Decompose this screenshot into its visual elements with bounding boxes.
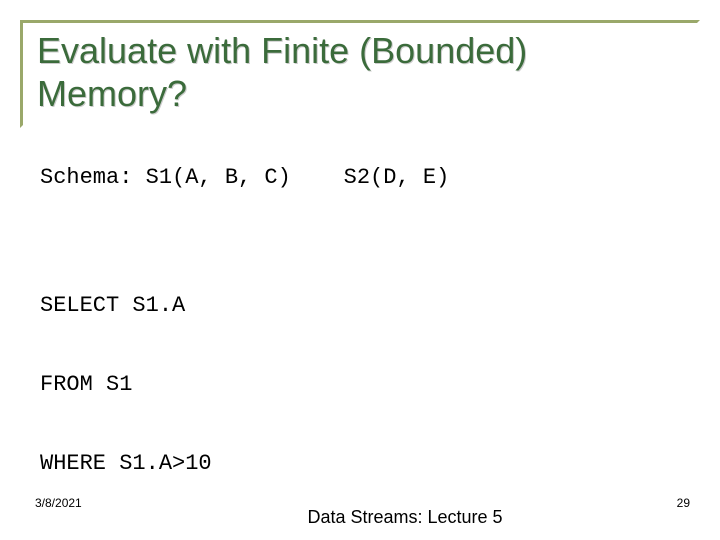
- sql-line: WHERE S1.A>10: [40, 451, 212, 477]
- footer-page-number: 29: [677, 496, 690, 510]
- slide-container: Evaluate with Finite (Bounded) Memory? S…: [0, 0, 720, 540]
- footer-lecture: Data Streams: Lecture 5: [255, 508, 555, 528]
- sql-line: SELECT S1.A: [40, 293, 212, 319]
- sql-line: FROM S1: [40, 372, 212, 398]
- sql-block: SELECT S1.A FROM S1 WHERE S1.A>10: [40, 240, 212, 530]
- title-frame: Evaluate with Finite (Bounded) Memory?: [20, 20, 700, 128]
- slide-title: Evaluate with Finite (Bounded) Memory?: [37, 29, 687, 115]
- footer-date: 3/8/2021: [35, 496, 82, 510]
- schema-line: Schema: S1(A, B, C) S2(D, E): [40, 165, 449, 190]
